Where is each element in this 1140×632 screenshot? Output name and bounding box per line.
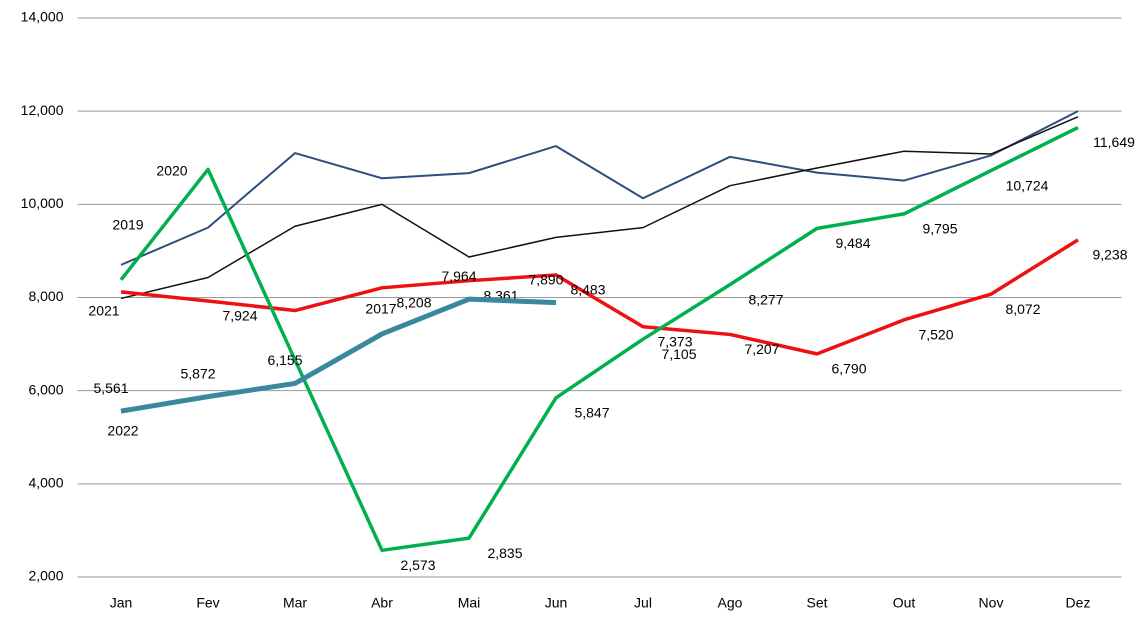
data-label: 8,208 bbox=[396, 295, 431, 311]
data-label: 5,561 bbox=[93, 380, 128, 396]
series-line bbox=[120, 116, 1079, 300]
y-tick-label: 10,000 bbox=[21, 195, 64, 211]
series-name: 2019 bbox=[112, 217, 143, 233]
data-label: 7,520 bbox=[918, 327, 953, 343]
data-label: 7,207 bbox=[744, 341, 779, 357]
data-label: 7,105 bbox=[661, 346, 696, 362]
data-label: 8,072 bbox=[1005, 301, 1040, 317]
x-tick-label: Ago bbox=[718, 595, 743, 611]
data-label: 7,890 bbox=[528, 271, 563, 287]
x-tick-label: Dez bbox=[1066, 595, 1091, 611]
data-label: 8,277 bbox=[748, 291, 783, 307]
data-label: 6,790 bbox=[831, 361, 866, 377]
series-line bbox=[120, 110, 1079, 266]
x-tick-label: Jan bbox=[110, 595, 133, 611]
y-tick-label: 8,000 bbox=[28, 288, 63, 304]
y-tick-label: 2,000 bbox=[28, 568, 63, 584]
x-tick-label: Jul bbox=[634, 595, 652, 611]
x-tick-label: Mar bbox=[283, 595, 307, 611]
series-line bbox=[120, 296, 557, 414]
data-label: 2,573 bbox=[400, 557, 435, 573]
y-tick-label: 14,000 bbox=[21, 9, 64, 25]
x-tick-label: Abr bbox=[371, 595, 393, 611]
series-name: 2021 bbox=[88, 303, 119, 319]
data-label: 7,964 bbox=[441, 268, 476, 284]
y-tick-label: 4,000 bbox=[28, 475, 63, 491]
x-tick-label: Out bbox=[893, 595, 916, 611]
x-tick-label: Jun bbox=[545, 595, 568, 611]
data-label: 9,484 bbox=[835, 235, 870, 251]
y-tick-label: 12,000 bbox=[21, 102, 64, 118]
x-tick-label: Set bbox=[806, 595, 827, 611]
data-label: 2,835 bbox=[487, 545, 522, 561]
series-name: 2022 bbox=[107, 423, 138, 439]
data-label: 6,155 bbox=[267, 352, 302, 368]
x-tick-label: Fev bbox=[196, 595, 219, 611]
y-tick-label: 6,000 bbox=[28, 381, 63, 397]
data-label: 7,924 bbox=[222, 308, 257, 324]
data-label: 5,872 bbox=[180, 365, 215, 381]
data-label: 5,847 bbox=[574, 404, 609, 420]
series-line bbox=[119, 125, 1079, 553]
series-name: 2017 bbox=[365, 301, 396, 317]
data-label: 7,373 bbox=[657, 333, 692, 349]
data-label: 11,649 bbox=[1093, 134, 1135, 150]
data-label: 9,238 bbox=[1092, 247, 1127, 263]
x-tick-label: Nov bbox=[979, 595, 1004, 611]
data-label: 10,724 bbox=[1006, 177, 1049, 193]
series-name: 2020 bbox=[156, 163, 187, 179]
series-line bbox=[120, 238, 1079, 356]
data-label: 8,483 bbox=[570, 282, 605, 298]
data-label: 9,795 bbox=[922, 221, 957, 237]
x-tick-label: Mai bbox=[458, 595, 481, 611]
